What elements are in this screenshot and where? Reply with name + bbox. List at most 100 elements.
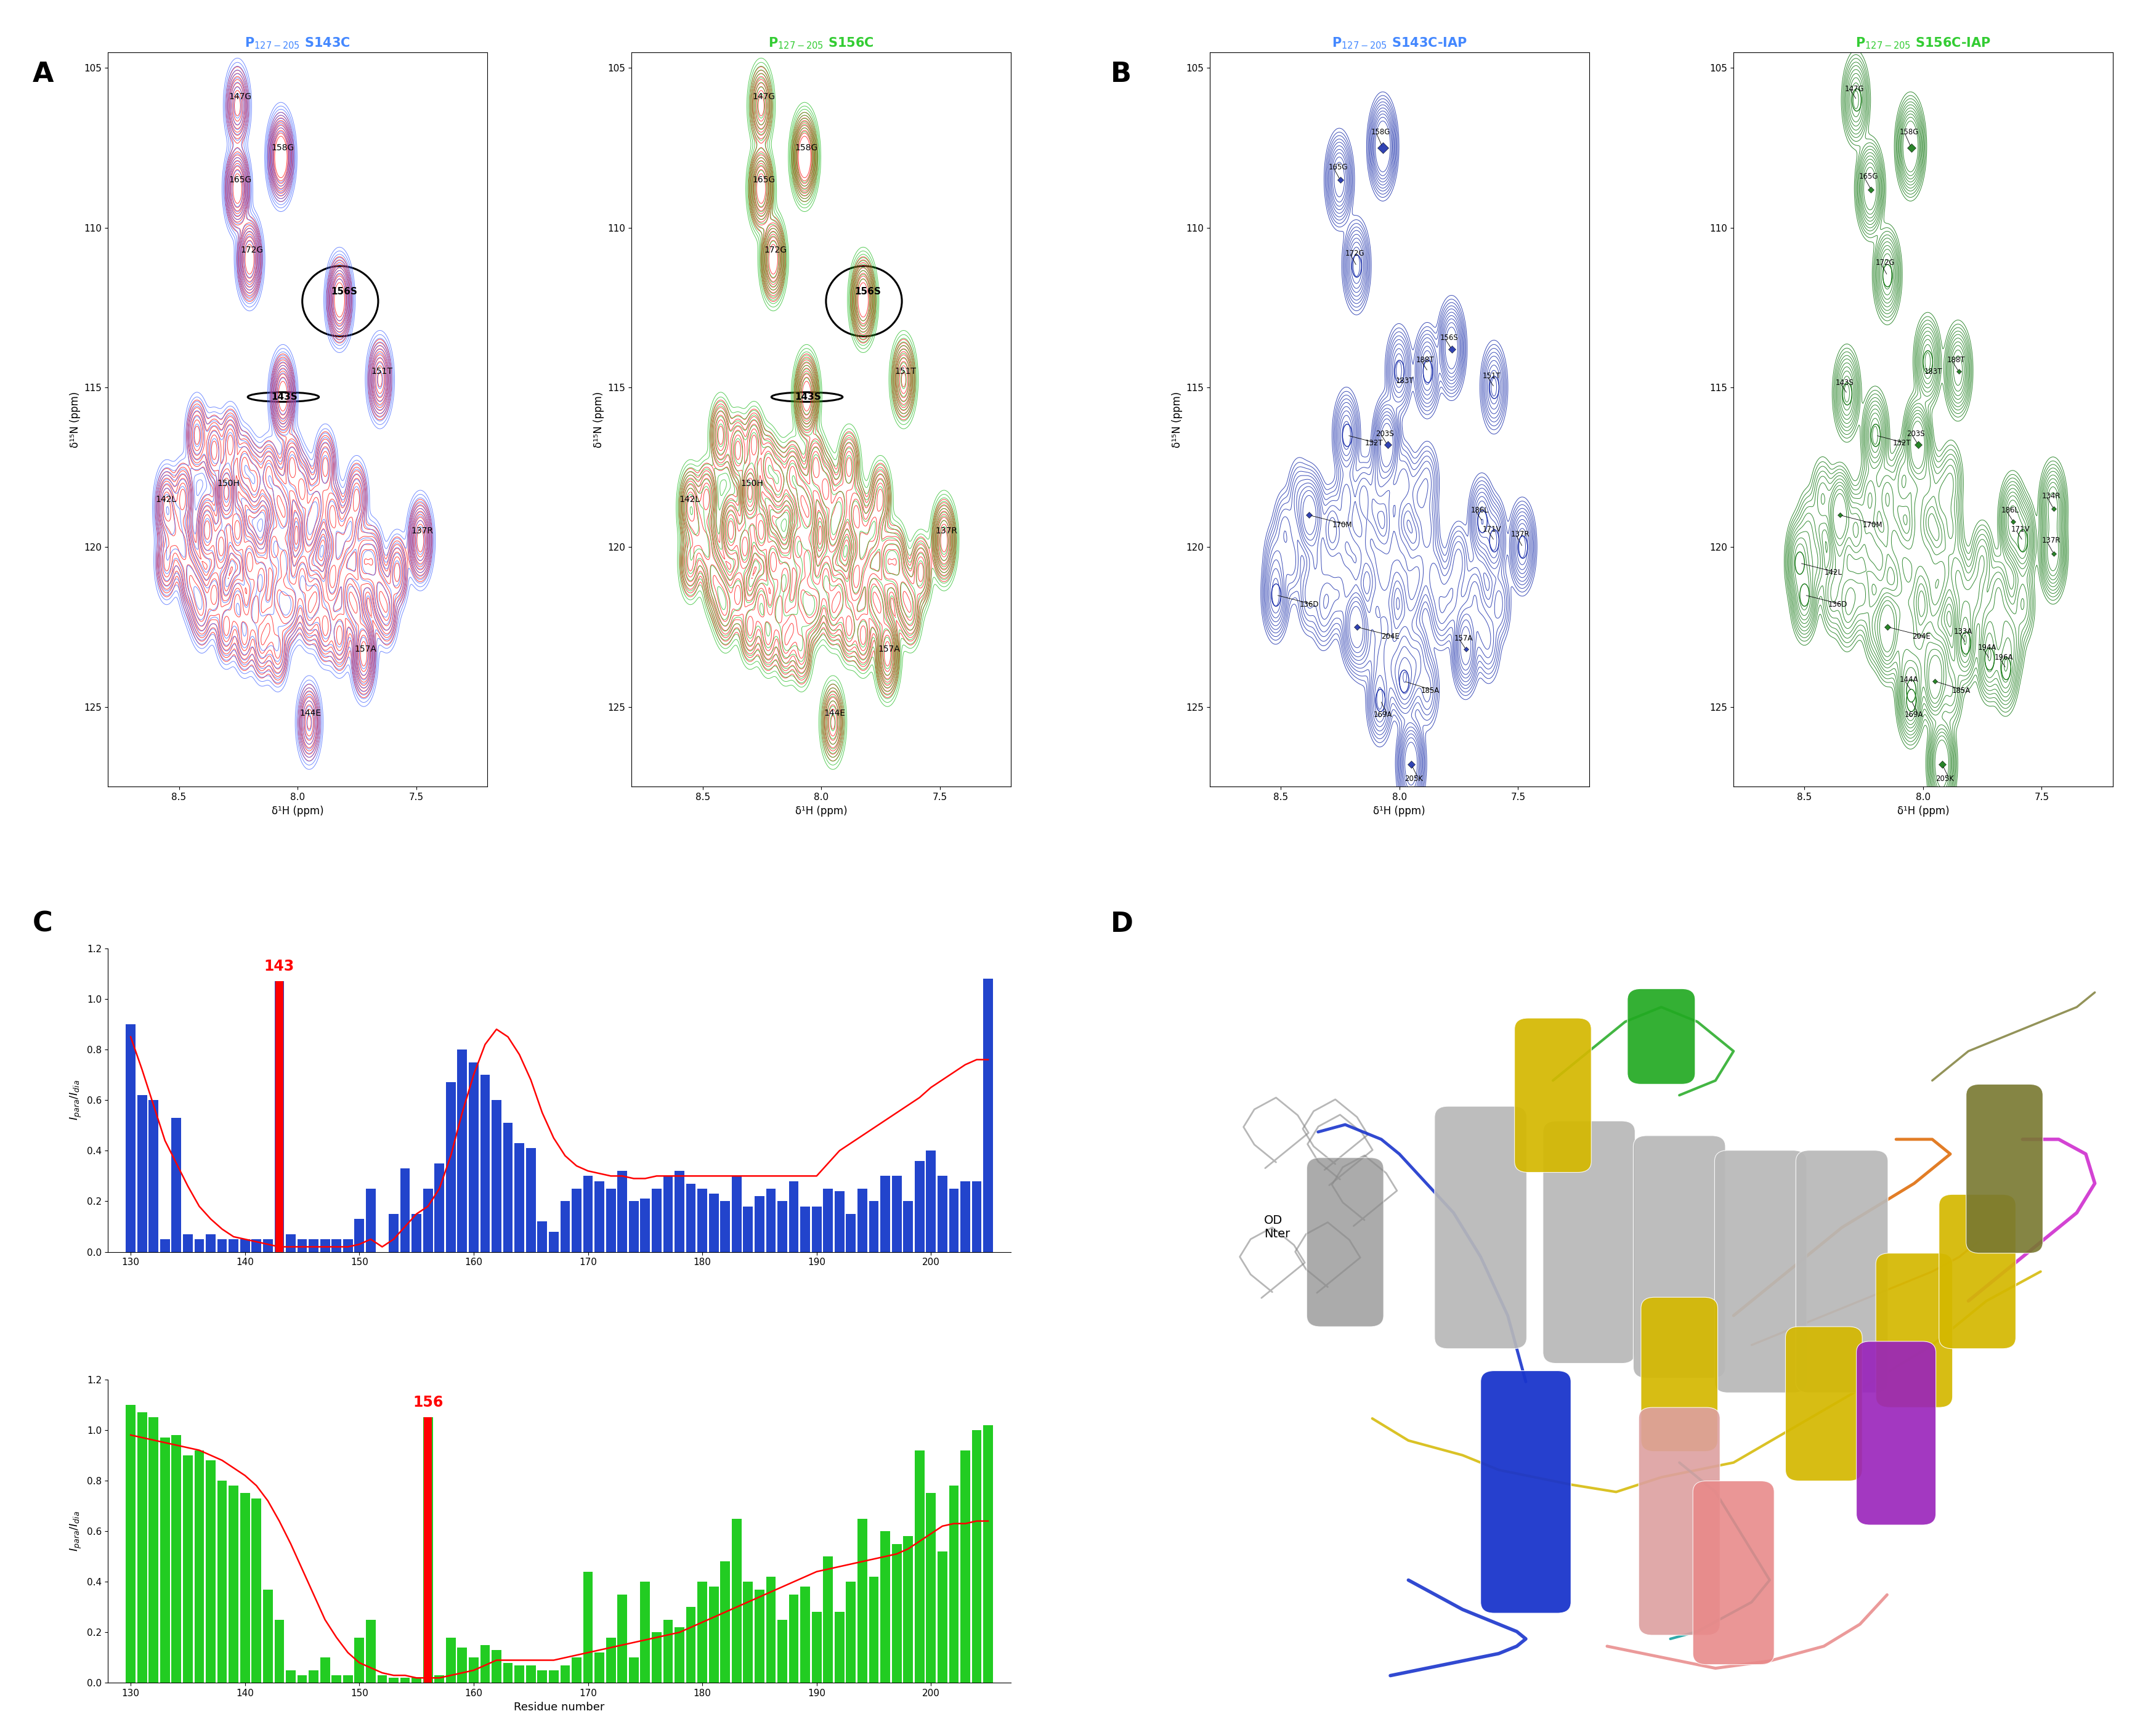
Bar [834,1192,845,1253]
Bar [824,1188,832,1253]
Bar [319,1657,330,1683]
Bar [765,1577,776,1683]
Text: 137R: 137R [936,527,957,536]
Text: 136D: 136D [1828,600,1848,609]
Bar [239,1239,250,1253]
Bar [125,1024,136,1253]
FancyBboxPatch shape [1481,1371,1572,1614]
Bar [481,1645,489,1683]
Bar [194,1450,205,1683]
Bar [744,1582,752,1683]
Bar [561,1201,569,1253]
Text: 156S: 156S [1440,333,1457,342]
FancyBboxPatch shape [1434,1107,1526,1348]
Bar [617,1171,627,1253]
Text: A: A [32,61,54,87]
Bar [218,1480,226,1683]
Text: 136D: 136D [1300,600,1319,609]
Bar [893,1544,901,1683]
Text: C: C [32,911,52,937]
Bar [651,1188,662,1253]
Bar [160,1438,170,1683]
Text: 172G: 172G [1345,250,1365,257]
Text: 165G: 165G [752,175,776,184]
Bar [149,1417,157,1683]
Bar [332,1239,341,1253]
Bar [287,1671,295,1683]
Bar [938,1551,946,1683]
Bar [276,982,282,1253]
Bar [138,1412,147,1683]
Text: 171V: 171V [2012,526,2029,534]
Bar [515,1143,524,1253]
Bar [789,1594,798,1683]
Text: 144E: 144E [824,710,845,718]
Text: 203S: 203S [1906,430,1925,437]
Bar [675,1627,683,1683]
Bar [502,1123,513,1253]
Title: P$_{127−205}$ S143C-IAP: P$_{127−205}$ S143C-IAP [1332,36,1468,50]
Bar [927,1494,936,1683]
Bar [354,1638,364,1683]
Bar [446,1083,455,1253]
Bar [630,1657,638,1683]
Bar [388,1678,399,1683]
Bar [914,1450,925,1683]
Bar [845,1582,856,1683]
Text: 142L: 142L [1824,569,1843,576]
Bar [332,1676,341,1683]
Bar [731,1176,742,1253]
Text: 156S: 156S [854,286,882,297]
Text: 158G: 158G [1899,128,1919,135]
Text: 147G: 147G [752,92,776,101]
Bar [709,1194,718,1253]
Bar [252,1239,261,1253]
Bar [343,1239,354,1253]
FancyBboxPatch shape [1714,1150,1807,1393]
Bar [263,1239,272,1253]
Bar [537,1221,548,1253]
Bar [582,1572,593,1683]
Text: 172G: 172G [765,246,787,255]
Bar [800,1588,811,1683]
X-axis label: δ¹H (ppm): δ¹H (ppm) [272,805,323,817]
X-axis label: Residue number: Residue number [513,1702,606,1712]
Bar [481,1074,489,1253]
Bar [468,1657,479,1683]
Text: 158G: 158G [272,144,295,153]
FancyBboxPatch shape [1938,1194,2016,1348]
Bar [218,1239,226,1253]
Bar [606,1638,617,1683]
Bar [595,1653,604,1683]
Text: 144E: 144E [300,710,321,718]
Bar [526,1666,535,1683]
Bar [492,1650,502,1683]
Bar [377,1676,388,1683]
Bar [205,1234,216,1253]
Bar [845,1214,856,1253]
Title: P$_{127−205}$ S143C: P$_{127−205}$ S143C [244,36,351,50]
Text: 158G: 158G [796,144,817,153]
Text: 205K: 205K [1406,776,1423,782]
Text: 142L: 142L [155,494,177,503]
Title: P$_{127−205}$ S156C-IAP: P$_{127−205}$ S156C-IAP [1856,36,1990,50]
Bar [959,1450,970,1683]
Bar [813,1206,821,1253]
Bar [731,1518,742,1683]
FancyBboxPatch shape [1641,1298,1718,1452]
Bar [789,1182,798,1253]
Bar [537,1671,548,1683]
Y-axis label: δ¹⁵N (ppm): δ¹⁵N (ppm) [593,392,604,448]
Text: 165G: 165G [1858,172,1878,180]
Text: 143: 143 [265,959,295,973]
Bar [858,1518,867,1683]
Text: OD
Nter: OD Nter [1263,1214,1289,1241]
Text: 185A: 185A [1951,687,1971,696]
FancyBboxPatch shape [1876,1253,1953,1407]
Bar [183,1234,192,1253]
Text: B: B [1110,61,1132,87]
Bar [571,1657,582,1683]
Text: 143S: 143S [272,392,298,401]
Bar [457,1648,468,1683]
Bar [824,1556,832,1683]
